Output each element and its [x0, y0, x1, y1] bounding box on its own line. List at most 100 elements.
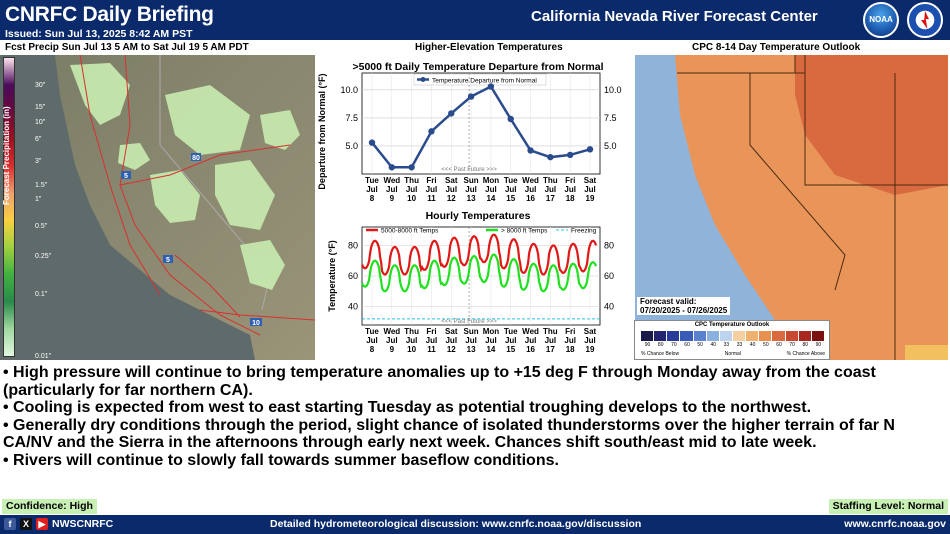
- x-tick-label: Fri: [426, 327, 436, 336]
- cpc-legend-number: 60: [684, 342, 690, 348]
- x-tick-label: 10: [407, 345, 416, 354]
- x-tick-label: Thu: [404, 327, 419, 336]
- data-point: [467, 93, 475, 100]
- x-tick-label: 14: [486, 194, 495, 203]
- x-tick-label: Mon: [483, 327, 500, 336]
- hourly-temperature-chart[interactable]: Hourly Temperatures 40 40 60 60 80 80 Temperatu…: [316, 207, 634, 357]
- legend-label: > 8000 ft Temps: [501, 228, 548, 235]
- x-tick-label: Sun: [464, 176, 479, 185]
- highway-label: 5: [166, 257, 170, 264]
- x-tick-label: Jul: [386, 336, 398, 345]
- precip-patches: [70, 63, 300, 290]
- x-tick-label: Jul: [366, 336, 378, 345]
- footer-bar: f X ▶ NWSCNRFC Detailed hydrometeorologi…: [0, 515, 950, 534]
- briefing-bullets: • High pressure will continue to bring t…: [3, 364, 947, 469]
- youtube-icon[interactable]: ▶: [36, 518, 48, 530]
- data-point: [507, 115, 514, 123]
- social-handle[interactable]: NWSCNRFC: [52, 518, 114, 530]
- x-tick-label: Jul: [485, 336, 497, 345]
- cpc-legend-number: 70: [671, 342, 677, 348]
- data-point: [566, 151, 574, 159]
- state-boundary: [159, 55, 271, 311]
- x-tick-label: 13: [467, 194, 476, 203]
- forecast-valid-range: 07/20/2025 - 07/26/2025: [640, 306, 728, 315]
- x-tick-label: 9: [390, 345, 395, 354]
- temperature-departure-chart[interactable]: >5000 ft Daily Temperature Departure fro…: [316, 54, 634, 204]
- x-tick-label: Sat: [445, 327, 458, 336]
- y-tick-label: 7.5: [345, 113, 358, 123]
- x-tick-label: 15: [506, 194, 515, 203]
- x-tick-label: Thu: [404, 176, 419, 185]
- x-icon[interactable]: X: [20, 518, 32, 530]
- cpc-legend-number: 33: [736, 342, 743, 348]
- cpc-legend-swatches: [641, 331, 825, 341]
- plot-area: [361, 72, 601, 175]
- precip-legend-tick: 0.01": [35, 353, 52, 360]
- x-tick-label: Fri: [426, 176, 436, 185]
- nws-logo[interactable]: [907, 2, 943, 38]
- highway-label: 5: [124, 173, 128, 180]
- x-tick-label: Jul: [545, 336, 557, 345]
- x-tick-label: 12: [447, 194, 456, 203]
- outlook-above-40: [795, 55, 948, 195]
- discussion-link[interactable]: Detailed hydrometeorological discussion:…: [270, 518, 642, 530]
- precip-legend-tick: 3": [35, 157, 42, 165]
- precip-legend-tick: 0.25": [35, 252, 52, 260]
- precip-legend-tick: 30": [35, 82, 46, 89]
- website-link[interactable]: www.cnrfc.noaa.gov: [844, 518, 946, 530]
- data-point: [428, 128, 435, 135]
- x-tick-label: Jul: [525, 185, 537, 194]
- cpc-legend: CPC Temperature Outlook 90 80 70 60 50 40 33 33…: [634, 320, 830, 360]
- x-tick-label: Jul: [564, 185, 576, 194]
- x-tick-label: Jul: [505, 336, 517, 345]
- x-tick-label: 18: [566, 194, 575, 203]
- state-boundaries: [677, 55, 948, 360]
- y-tick-label: 7.5: [604, 113, 617, 123]
- temps-panel-title: Higher-Elevation Temperatures: [415, 42, 563, 53]
- x-tick-label: 15: [506, 345, 515, 354]
- cpc-legend-number: 70: [789, 342, 795, 348]
- past-future-label: <<< Past Future >>>: [441, 319, 497, 325]
- x-tick-label: 16: [526, 345, 535, 354]
- ocean-area: [0, 55, 255, 360]
- precip-legend-tick: 0.1": [35, 290, 48, 298]
- x-tick-label: Fri: [565, 327, 575, 336]
- x-tick-label: Sat: [584, 176, 597, 185]
- precip-legend-title: Forecast Precipitation (in): [2, 106, 11, 205]
- noaa-logo-text: NOAA: [869, 15, 893, 24]
- forecast-valid-label: Forecast valid:: [640, 297, 697, 306]
- data-point: [487, 83, 495, 90]
- precip-legend-tick: 15": [35, 103, 46, 111]
- x-tick-label: 16: [526, 194, 535, 203]
- x-tick-label: Tue: [365, 327, 379, 336]
- facebook-icon[interactable]: f: [4, 518, 16, 530]
- precip-forecast-map[interactable]: 80 5 5 10: [0, 55, 315, 360]
- y-axis-label: Departure from Normal (°F): [317, 73, 327, 189]
- past-future-label: <<< Past Future >>>: [441, 167, 497, 173]
- x-tick-label: Jul: [505, 185, 517, 194]
- x-tick-label: Wed: [522, 327, 539, 336]
- series-line: [361, 233, 598, 276]
- y-tick-label: 5.0: [604, 141, 617, 151]
- x-tick-label: Mon: [483, 176, 500, 185]
- noaa-logo[interactable]: NOAA: [863, 2, 899, 38]
- cpc-panel-title: CPC 8-14 Day Temperature Outlook: [692, 42, 861, 53]
- y-tick-label: 40: [604, 302, 614, 312]
- x-tick-label: Jul: [525, 336, 537, 345]
- legend-label: Temperature Departure from Normal: [432, 78, 537, 85]
- x-tick-label: Jul: [445, 185, 457, 194]
- center-name: California Nevada River Forecast Center: [531, 8, 818, 25]
- cpc-legend-number: 40: [710, 342, 717, 348]
- x-tick-label: Tue: [504, 327, 518, 336]
- x-tick-label: 13: [467, 345, 476, 354]
- x-tick-label: Thu: [543, 327, 558, 336]
- data-point: [408, 164, 415, 171]
- x-tick-label: Jul: [426, 336, 438, 345]
- data-point: [586, 146, 594, 153]
- y-tick-label: 60: [604, 271, 614, 281]
- x-tick-label: Jul: [445, 336, 457, 345]
- x-tick-label: Sun: [464, 327, 479, 336]
- chart-title: >5000 ft Daily Temperature Departure fro…: [352, 61, 603, 73]
- legend-box: [413, 73, 547, 86]
- legend-label: Freezing: [571, 228, 597, 235]
